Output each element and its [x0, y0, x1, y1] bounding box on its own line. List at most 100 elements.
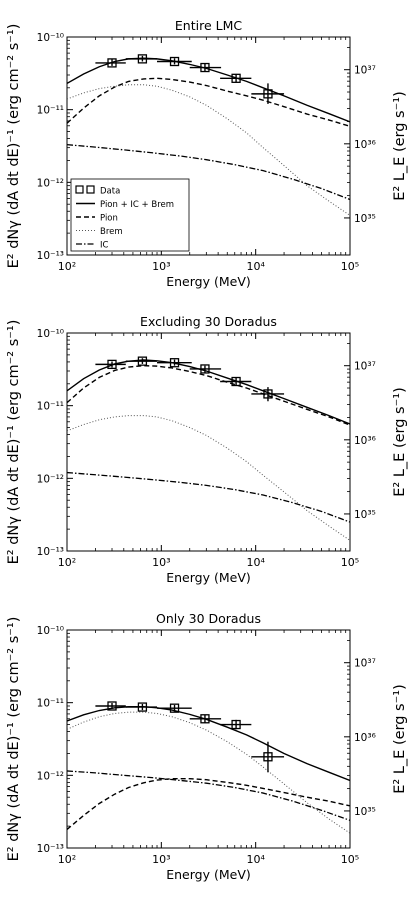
y-axis-label-group: E² dNγ (dA dt dE)⁻¹ (erg cm⁻² s⁻¹)	[6, 320, 22, 565]
x-tick-label: 10²	[58, 260, 76, 273]
data-marker	[200, 364, 210, 374]
x-tick-label: 10⁴	[246, 556, 265, 569]
data-point	[220, 376, 252, 387]
right-tick-label: 10³⁵	[354, 509, 376, 521]
y-tick-label: 10⁻¹³	[37, 546, 64, 558]
data-marker	[231, 376, 241, 387]
data-point	[157, 703, 192, 713]
y-tick-label: 10⁻¹²	[37, 177, 64, 189]
right-tick-label: 10³⁵	[354, 806, 376, 818]
data-point	[220, 73, 252, 83]
x-tick-label: 10³	[152, 260, 170, 273]
data-point	[125, 356, 158, 366]
y-tick-label: 10⁻¹³	[37, 843, 64, 855]
right-axis-label: E² L_E (erg s⁻¹)	[392, 684, 408, 793]
x-tick-label: 10⁵	[341, 853, 359, 866]
y-axis-label-group: E² dNγ (dA dt dE)⁻¹ (erg cm⁻² s⁻¹)	[6, 24, 22, 269]
data-marker	[263, 752, 273, 762]
x-axis-label: Energy (MeV)	[166, 867, 251, 882]
right-axis-label: E² L_E (erg s⁻¹)	[392, 91, 408, 200]
series-line-dotted	[67, 84, 350, 216]
legend-label: IC	[100, 241, 109, 251]
chart-title: Only 30 Doradus	[156, 611, 261, 626]
right-axis-label: E² L_E (erg s⁻¹)	[392, 387, 408, 496]
y-tick-label: 10⁻¹⁰	[37, 32, 64, 44]
data-point	[125, 54, 158, 64]
data-point	[189, 364, 222, 374]
series-group	[67, 359, 350, 541]
data-point	[125, 702, 158, 712]
legend-label: Brem	[100, 227, 123, 237]
x-tick-label: 10³	[152, 853, 170, 866]
legend-box	[70, 178, 190, 252]
x-tick-label: 10⁵	[341, 260, 359, 273]
series-line-dashdot	[67, 471, 350, 523]
x-axis-label: Energy (MeV)	[166, 570, 251, 585]
x-tick-label: 10²	[58, 556, 76, 569]
data-point	[251, 387, 285, 402]
series-line-solid	[67, 359, 350, 425]
data-marker	[107, 701, 117, 711]
series-line-dashed	[67, 77, 350, 127]
y-axis-label-group: E² dNγ (dA dt dE)⁻¹ (erg cm⁻² s⁻¹)	[6, 617, 22, 862]
data-point	[95, 58, 126, 68]
x-axis-label: Energy (MeV)	[166, 274, 251, 289]
data-point	[95, 701, 126, 711]
y-axis-label: E² dNγ (dA dt dE)⁻¹ (erg cm⁻² s⁻¹)	[6, 24, 22, 269]
right-tick-label: 10³⁷	[354, 65, 376, 77]
data-marker	[107, 359, 117, 370]
series-line-dashdot	[67, 144, 350, 201]
y-tick-label: 10⁻¹⁰	[37, 328, 64, 340]
series-line-dashdot	[67, 770, 350, 821]
series-line-solid	[67, 706, 350, 782]
x-tick-label: 10⁴	[246, 853, 265, 866]
data-marker	[169, 358, 180, 368]
x-tick-label: 10⁵	[341, 556, 359, 569]
x-tick-label: 10⁴	[246, 260, 265, 273]
chart-panel-2: Excluding 30 Doradus 10² 10³ 10⁴ 10⁵ Energy (…	[6, 314, 408, 585]
legend-marker	[86, 185, 95, 194]
data-marker	[231, 73, 241, 83]
y-tick-label: 10⁻¹³	[37, 250, 64, 262]
data-point	[251, 741, 285, 773]
right-tick-label: 10³⁶	[354, 139, 376, 151]
chart-panel-1: Entire LMC 10² 10³ 10⁴ 10⁵ Energy (MeV) 10⁻¹³ 1…	[6, 18, 408, 289]
right-axis-label-group: E² L_E (erg s⁻¹)	[392, 684, 408, 793]
data-point	[157, 358, 192, 368]
data-marker	[169, 703, 180, 713]
data-point	[251, 83, 285, 104]
y-tick-label: 10⁻¹⁰	[37, 625, 64, 637]
legend-label: Pion	[100, 214, 118, 224]
series-line-dashed	[67, 364, 350, 426]
right-tick-label: 10³⁷	[354, 658, 376, 670]
x-tick-label: 10²	[58, 853, 76, 866]
series-line-dotted	[67, 711, 350, 834]
series-line-dotted	[67, 415, 350, 541]
plot-frame	[66, 36, 351, 256]
y-tick-label: 10⁻¹¹	[37, 401, 64, 413]
data-point	[189, 62, 222, 73]
y-axis-label: E² dNγ (dA dt dE)⁻¹ (erg cm⁻² s⁻¹)	[6, 617, 22, 862]
plot-frame	[66, 332, 351, 552]
right-axis-label-group: E² L_E (erg s⁻¹)	[392, 387, 408, 496]
y-tick-label: 10⁻¹¹	[37, 105, 64, 117]
right-tick-label: 10³⁷	[354, 361, 376, 373]
data-point	[95, 359, 126, 370]
data-point	[220, 719, 252, 730]
data-marker	[200, 62, 210, 73]
data-marker	[137, 54, 148, 64]
right-tick-label: 10³⁶	[354, 435, 376, 447]
right-axis-label-group: E² L_E (erg s⁻¹)	[392, 91, 408, 200]
data-marker	[107, 58, 117, 68]
y-axis-label: E² dNγ (dA dt dE)⁻¹ (erg cm⁻² s⁻¹)	[6, 320, 22, 565]
y-tick-label: 10⁻¹¹	[37, 698, 64, 710]
right-tick-label: 10³⁵	[354, 213, 376, 225]
plot-frame	[66, 629, 351, 849]
data-marker	[200, 714, 210, 724]
series-line-dashed	[67, 777, 350, 830]
right-tick-label: 10³⁶	[354, 732, 376, 744]
chart-title: Excluding 30 Doradus	[140, 314, 277, 329]
data-marker	[169, 56, 180, 67]
y-tick-label: 10⁻¹²	[37, 473, 64, 485]
